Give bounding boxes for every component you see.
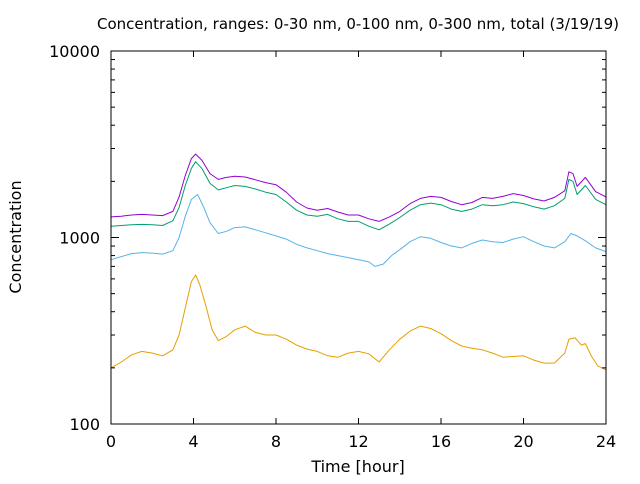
plot-frame [110, 50, 607, 425]
x-tick-label: 8 [271, 432, 281, 451]
x-tick-label: 4 [188, 432, 198, 451]
x-tick-label: 16 [431, 432, 451, 451]
x-tick-label: 0 [106, 432, 116, 451]
series-line-1 [110, 274, 607, 371]
x-axis-ticks: 0 4 8 12 16 20 24 [106, 51, 616, 451]
x-tick-label: 12 [348, 432, 368, 451]
y-axis-label: Concentration [6, 180, 25, 293]
y-tick-label: 1000 [59, 229, 100, 248]
y-tick-label: 10000 [49, 42, 100, 61]
chart-title: Concentration, ranges: 0-30 nm, 0-100 nm… [97, 15, 619, 33]
series-line-3 [110, 161, 607, 231]
x-tick-label: 24 [596, 432, 616, 451]
y-axis-ticks: 100 1000 10000 [49, 42, 606, 434]
series-layer [110, 153, 607, 371]
x-axis-label: Time [hour] [310, 457, 404, 476]
series-line-2 [110, 194, 607, 267]
x-tick-label: 20 [513, 432, 533, 451]
series-line-4 [110, 153, 607, 222]
y-tick-label: 100 [69, 415, 100, 434]
